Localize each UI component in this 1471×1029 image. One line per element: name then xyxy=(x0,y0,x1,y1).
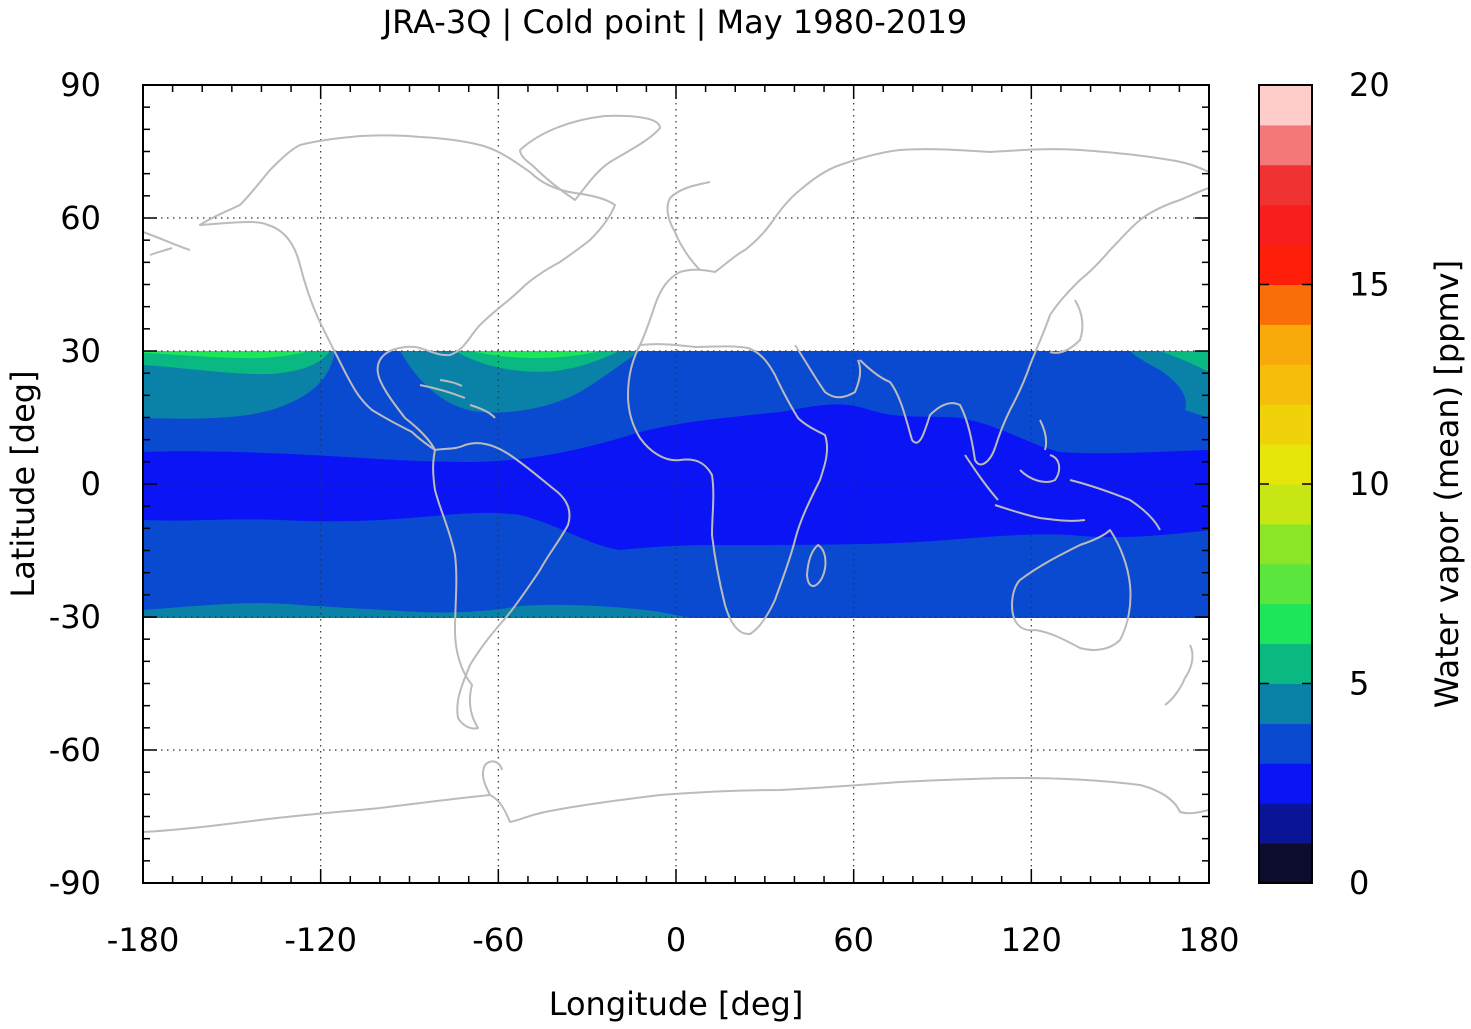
coast-greenland xyxy=(519,114,661,201)
coast-aleutians xyxy=(142,231,191,256)
region-4-5-ppmv-south xyxy=(143,603,690,618)
x-tick-label: -120 xyxy=(284,921,357,959)
colorbar xyxy=(1258,84,1313,884)
coast-south-america xyxy=(432,442,571,730)
coast-indonesia xyxy=(964,419,1161,531)
colorbar-tick-label: 20 xyxy=(1349,66,1390,104)
region-5-6-ppmv-north xyxy=(143,351,330,375)
y-tick-label: -90 xyxy=(49,864,101,902)
coast-antarctic-peninsula xyxy=(481,760,503,796)
y-axis-label: Latitude [deg] xyxy=(4,370,42,597)
colorbar-level xyxy=(1259,763,1312,804)
colorbar-tick-label: 10 xyxy=(1349,465,1390,503)
coast-asia-north xyxy=(839,148,1210,173)
coast-australia xyxy=(1011,529,1132,651)
colorbar-level xyxy=(1259,484,1312,525)
colorbar-level xyxy=(1259,843,1312,884)
colorbar-tick-label: 15 xyxy=(1349,266,1390,304)
colorbar-tick-labels: 0 5 10 15 20 xyxy=(1349,66,1390,902)
colorbar-level xyxy=(1259,444,1312,485)
y-tick-label: 60 xyxy=(60,199,101,237)
x-tick-label: 120 xyxy=(1001,921,1062,959)
x-tick-label: 180 xyxy=(1178,921,1239,959)
coast-japan xyxy=(1049,299,1084,354)
x-tick-labels: -180 -120 -60 0 60 120 180 xyxy=(107,921,1240,959)
coastlines xyxy=(142,114,1210,833)
colorbar-level xyxy=(1259,124,1312,166)
coast-madagascar xyxy=(806,544,827,587)
grid xyxy=(143,85,1209,883)
colorbar-level xyxy=(1259,803,1312,844)
colorbar-level xyxy=(1259,404,1312,445)
region-6-7-ppmv-north-atlantic xyxy=(470,351,600,358)
region-5-6-ppmv-north-east xyxy=(1160,351,1209,372)
colorbar-level xyxy=(1259,523,1312,565)
colorbar-level xyxy=(1259,643,1312,684)
chart-title: JRA-3Q | Cold point | May 1980-2019 xyxy=(381,3,968,41)
y-tick-label: -30 xyxy=(49,598,101,636)
region-5-6-ppmv-north-atlantic xyxy=(455,351,620,372)
x-axis-label: Longitude [deg] xyxy=(549,985,804,1023)
coast-europe xyxy=(639,164,841,346)
colorbar-level xyxy=(1259,85,1312,126)
y-tick-labels: -90 -60 -30 0 30 60 90 xyxy=(49,66,101,902)
y-tick-label: 90 xyxy=(60,66,101,104)
colorbar-level xyxy=(1259,683,1312,724)
region-2-3-ppmv xyxy=(143,404,1209,550)
coast-africa xyxy=(627,343,829,636)
colorbar-level xyxy=(1259,164,1312,206)
colorbar-level xyxy=(1259,723,1312,764)
region-4-5-ppmv-north-pacific-east xyxy=(1130,351,1209,418)
colorbar-level xyxy=(1259,603,1312,645)
y-tick-label: 0 xyxy=(81,465,101,503)
region-4-5-ppmv-north-atlantic xyxy=(400,351,640,413)
colorbar-level xyxy=(1259,364,1312,405)
colorbar-level xyxy=(1259,563,1312,605)
y-tick-label: 30 xyxy=(60,332,101,370)
colorbar-level xyxy=(1259,284,1312,325)
coast-new-zealand xyxy=(1164,644,1194,706)
x-tick-label: -60 xyxy=(472,921,524,959)
colorbar-level xyxy=(1259,324,1312,365)
colorbar-tick-label: 5 xyxy=(1349,665,1369,703)
region-6-7-ppmv-north xyxy=(143,351,310,359)
colorbar-label: Water vapor (mean) [ppmv] xyxy=(1428,260,1466,708)
x-tick-label: 0 xyxy=(666,921,686,959)
x-tick-label: 60 xyxy=(833,921,874,959)
x-tick-label: -180 xyxy=(107,921,180,959)
coast-caribbean xyxy=(419,379,496,419)
coast-antarctica xyxy=(142,777,1210,833)
coast-asia xyxy=(794,187,1210,466)
axis-ticks xyxy=(142,84,1210,884)
colorbar-level xyxy=(1259,204,1312,246)
colorbar-tick-label: 0 xyxy=(1349,864,1369,902)
coast-north-america xyxy=(199,134,616,451)
y-tick-label: -60 xyxy=(49,731,101,769)
colorbar-level xyxy=(1259,244,1312,285)
